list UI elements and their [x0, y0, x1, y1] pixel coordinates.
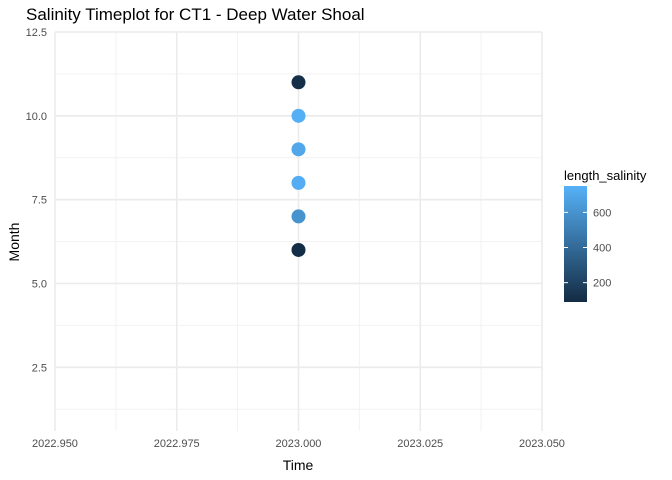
y-tick-label: 7.5 — [32, 195, 47, 207]
x-tick-label: 2023.025 — [397, 438, 443, 450]
y-tick-label: 2.5 — [32, 362, 47, 374]
x-axis-ticks: 2022.950 2022.975 2023.000 2023.025 2023.050 — [32, 438, 565, 450]
data-point — [291, 175, 306, 190]
y-axis-ticks: 2.5 5.0 7.5 10.0 12.5 — [26, 27, 47, 374]
legend-tick-label: 200 — [593, 278, 611, 290]
data-point — [291, 242, 306, 257]
data-point — [291, 209, 306, 224]
legend-ticks: 200 400 600 — [564, 207, 611, 290]
x-tick-label: 2022.975 — [154, 438, 200, 450]
y-axis-title: Month — [6, 223, 22, 262]
legend-tick-label: 400 — [593, 243, 611, 255]
chart-title: Salinity Timeplot for CT1 - Deep Water S… — [26, 5, 365, 24]
data-point — [291, 108, 306, 123]
legend-tick-label: 600 — [593, 207, 611, 219]
color-legend: length_salinity 200 400 600 — [564, 168, 647, 302]
data-point — [291, 75, 306, 90]
legend-colorbar — [564, 186, 587, 302]
y-tick-label: 10.0 — [26, 111, 47, 123]
points — [291, 75, 306, 257]
x-tick-label: 2023.000 — [276, 438, 322, 450]
y-tick-label: 5.0 — [32, 278, 47, 290]
x-axis-title: Time — [283, 457, 314, 473]
y-tick-label: 12.5 — [26, 27, 47, 39]
x-tick-label: 2022.950 — [32, 438, 78, 450]
legend-title: length_salinity — [564, 168, 647, 183]
x-tick-label: 2023.050 — [519, 438, 565, 450]
grid — [54, 31, 543, 431]
data-point — [291, 142, 306, 157]
